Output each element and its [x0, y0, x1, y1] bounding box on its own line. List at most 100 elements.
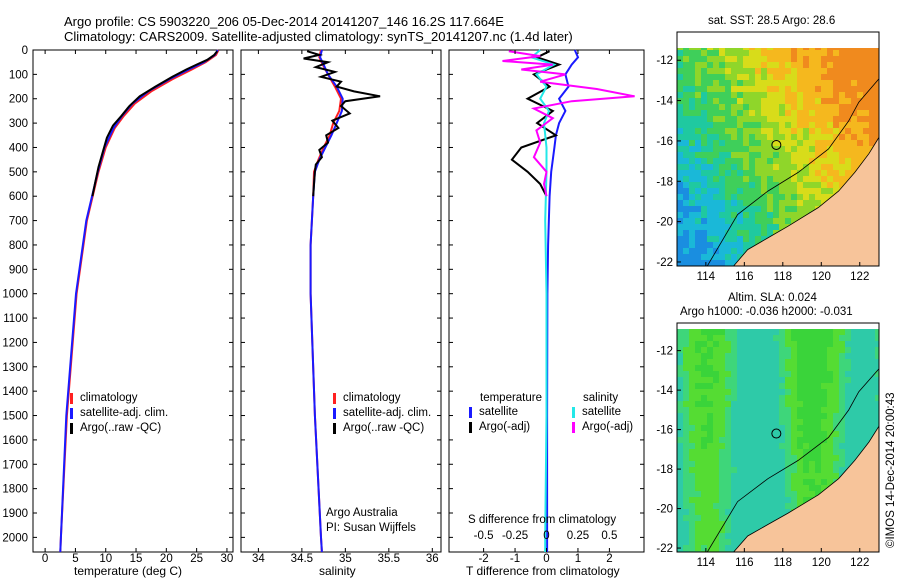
map-cell	[737, 407, 744, 414]
plot-frame-salinity-profile	[240, 49, 442, 553]
map-cell	[767, 206, 774, 213]
map-cell	[809, 62, 816, 69]
map-cell	[839, 38, 846, 45]
map-cell	[701, 521, 708, 528]
legend-item-satellite: satellite-adj. clim.	[331, 406, 431, 421]
map-cell	[683, 32, 690, 39]
map-cell	[875, 371, 879, 378]
map-cell	[683, 485, 690, 492]
map-cell	[743, 347, 750, 354]
map-cell	[791, 431, 798, 438]
map-cell	[863, 56, 870, 63]
map-cell	[773, 365, 780, 372]
map-cell	[845, 437, 852, 444]
map-cell	[785, 92, 792, 99]
map-cell	[731, 545, 738, 552]
map-cell	[701, 164, 708, 171]
map-y-tick-label: -16	[656, 425, 673, 437]
map-cell	[719, 335, 726, 342]
map-cell	[731, 56, 738, 63]
map-cell	[845, 62, 852, 69]
map-cell	[767, 182, 774, 189]
map-cell	[797, 62, 804, 69]
map-cell	[821, 110, 828, 117]
map-cell	[845, 140, 852, 147]
map-cell	[863, 140, 870, 147]
map-cell	[851, 437, 858, 444]
map-cell	[773, 413, 780, 420]
map-cell	[731, 395, 738, 402]
map-cell	[701, 116, 708, 123]
map-cell	[725, 212, 732, 219]
map-cell	[749, 194, 756, 201]
map-cell	[869, 389, 876, 396]
map-cell	[845, 371, 852, 378]
map-cell	[821, 347, 828, 354]
map-cell	[737, 50, 744, 57]
map-cell	[815, 461, 822, 468]
map-cell	[869, 377, 876, 384]
map-cell	[809, 425, 816, 432]
map-cell	[803, 182, 810, 189]
map-cell	[809, 128, 816, 135]
map-cell	[749, 188, 756, 195]
map-cell	[779, 50, 786, 57]
map-cell	[791, 395, 798, 402]
map-cell	[713, 419, 720, 426]
map-cell	[683, 539, 690, 546]
map-cell	[785, 407, 792, 414]
map-cell	[839, 341, 846, 348]
map-cell	[815, 455, 822, 462]
map-cell	[869, 92, 876, 99]
map-cell	[743, 449, 750, 456]
map-cell	[713, 200, 720, 207]
map-cell	[785, 146, 792, 153]
map-cell	[821, 104, 828, 111]
map-cell	[815, 395, 822, 402]
map-cell	[803, 413, 810, 420]
map-cell	[701, 254, 708, 261]
map-x-tick-label: 116	[735, 557, 753, 569]
map-cell	[743, 461, 750, 468]
map-cell	[755, 353, 762, 360]
map-cell	[815, 365, 822, 372]
legend-swatch-argo	[469, 422, 472, 433]
map-cell	[809, 347, 816, 354]
map-cell	[707, 146, 714, 153]
x-tick-label: 36	[426, 553, 439, 565]
map-cell	[683, 515, 690, 522]
map-cell	[803, 389, 810, 396]
map-cell	[815, 473, 822, 480]
map-cell	[821, 152, 828, 159]
map-cell	[743, 50, 750, 57]
map-cell	[743, 443, 750, 450]
map-cell	[713, 527, 720, 534]
legend-item-satellite: satellite-adj. clim.	[68, 406, 168, 421]
x-tick-label: 34.5	[291, 553, 313, 565]
map-cell	[725, 479, 732, 486]
map-cell	[731, 479, 738, 486]
map-cell	[833, 347, 840, 354]
map-cell	[767, 212, 774, 219]
map-cell	[695, 341, 702, 348]
map-cell	[755, 407, 762, 414]
map-cell	[839, 383, 846, 390]
map-cell	[833, 170, 840, 177]
map-cell	[845, 329, 852, 330]
map-cell	[785, 455, 792, 462]
map-cell	[677, 425, 684, 432]
series-line-satellite-adj-clim-	[309, 49, 344, 553]
map-cell	[869, 98, 876, 105]
map-cell	[677, 449, 684, 456]
map-cell	[767, 455, 774, 462]
map-cell	[785, 461, 792, 468]
map-cell	[839, 86, 846, 93]
map-cell	[869, 140, 876, 147]
map-cell	[845, 413, 852, 420]
map-cell	[713, 74, 720, 81]
map-cell	[725, 110, 732, 117]
map-cell	[839, 401, 846, 408]
map-cell	[737, 80, 744, 87]
map-cell	[731, 335, 738, 342]
map-cell	[719, 224, 726, 231]
